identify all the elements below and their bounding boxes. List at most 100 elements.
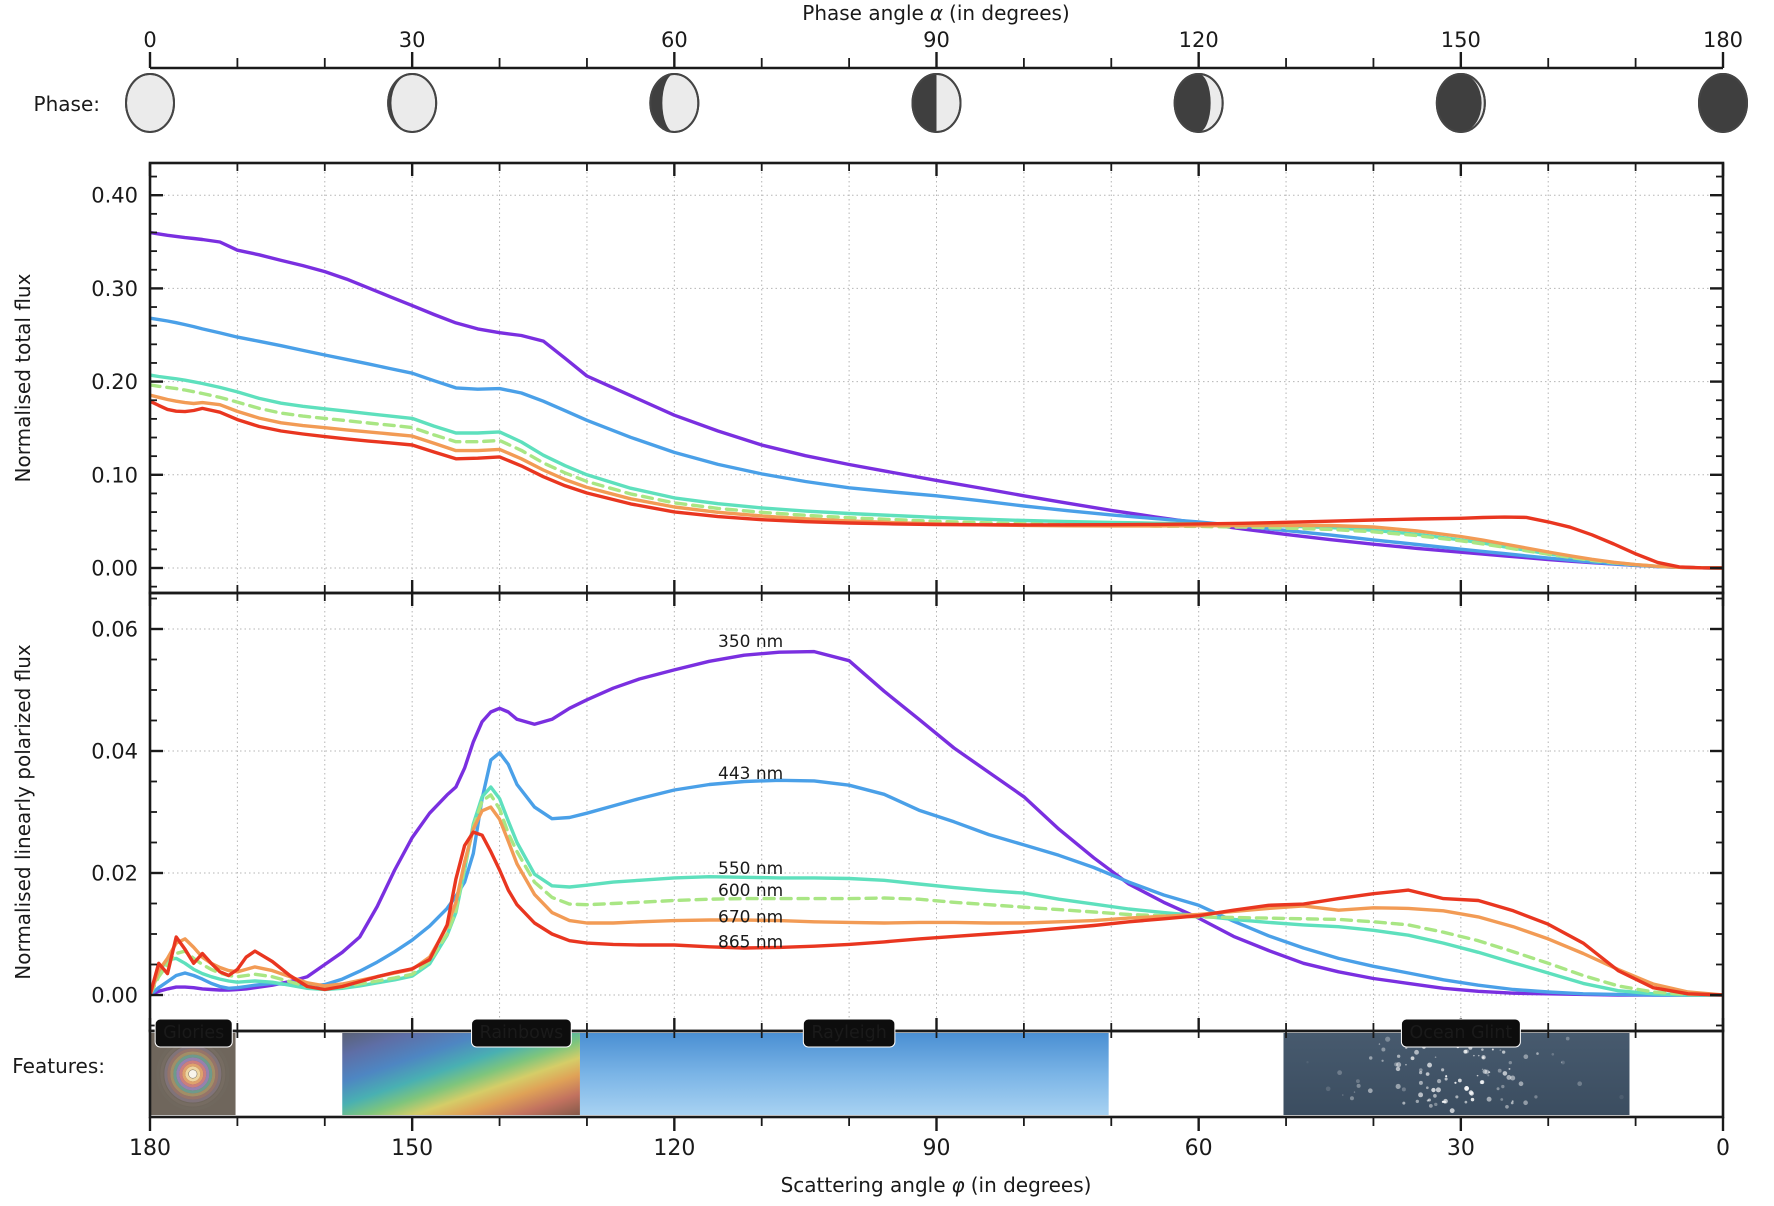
glint-dot xyxy=(1445,1075,1448,1078)
glint-dot xyxy=(1433,1094,1437,1098)
phase-icon-dark xyxy=(1436,74,1482,132)
glint-dot xyxy=(1419,1071,1423,1075)
phase-tick-label-150: 150 xyxy=(1441,28,1481,52)
features-row-label: Features: xyxy=(12,1054,105,1078)
feature-label-box xyxy=(471,1018,572,1048)
glint-dot xyxy=(1418,1080,1423,1085)
glint-dot xyxy=(1464,1049,1469,1054)
glint-dot xyxy=(1441,1068,1445,1072)
glint-dot xyxy=(1536,1052,1539,1055)
curve-pol-865nm xyxy=(150,830,1723,997)
generated-labels-layer: 0 30 60 90 120 150 180 180 150 120 90 60 30 0 0.00 0.10… xyxy=(91,28,1743,1161)
glory-ring-5 xyxy=(170,1051,216,1097)
phase-tick-label-120: 120 xyxy=(1179,28,1219,52)
glint-dot xyxy=(1565,1036,1570,1041)
glint-dot xyxy=(1427,1098,1431,1102)
glint-dot xyxy=(1419,1068,1423,1072)
glory-ring-0 xyxy=(185,1066,201,1082)
glint-dot xyxy=(1449,1108,1455,1114)
glint-dot xyxy=(1455,1095,1459,1099)
phase-tick-label-30: 30 xyxy=(399,28,426,52)
glint-dot xyxy=(1577,1081,1583,1087)
feature-label-glory: Glories xyxy=(154,1018,233,1048)
glint-dot xyxy=(1478,1054,1480,1057)
glint-dot xyxy=(1425,1072,1430,1076)
phase-row-label: Phase: xyxy=(34,92,100,116)
glory-ring-3 xyxy=(176,1057,210,1091)
phase-icon-dark xyxy=(388,74,413,132)
glint-dot xyxy=(1337,1070,1343,1076)
glint-dot xyxy=(1353,1091,1356,1093)
glint-dot xyxy=(1510,1075,1516,1081)
glint-dot xyxy=(1534,1095,1538,1099)
ytick-label-bottom-2: 0.04 xyxy=(91,740,138,764)
curve-total-443nm xyxy=(150,316,1723,570)
phase-icon-dark xyxy=(1174,74,1211,132)
glint-dot xyxy=(1518,1081,1524,1087)
curve-label-350nm: 350 nm xyxy=(718,632,783,652)
glint-dot xyxy=(1457,1078,1462,1083)
curve-total-350nm xyxy=(150,230,1723,570)
curve-label-865nm: 865 nm xyxy=(718,932,783,952)
scatter-tick-label-120: 120 xyxy=(653,1136,695,1161)
phase-icon-120 xyxy=(1173,73,1224,133)
curve-pol-550nm xyxy=(150,785,1723,997)
glint-dot xyxy=(1482,1069,1488,1074)
glint-dot xyxy=(1385,1036,1391,1042)
glint-dot xyxy=(1454,1081,1457,1084)
glint-dot xyxy=(1500,1098,1504,1101)
glint-dot xyxy=(1481,1068,1484,1071)
glint-dot xyxy=(1473,1054,1475,1057)
curve-total-865nm xyxy=(150,399,1723,570)
polarized-flux-curves xyxy=(150,649,1723,997)
glint-dot xyxy=(1551,1052,1555,1056)
curves-layer xyxy=(150,230,1723,997)
curve-label-550nm: 550 nm xyxy=(718,859,783,879)
glint-dot xyxy=(1355,1079,1360,1084)
glint-dot xyxy=(1367,1088,1373,1094)
ytick-label-top-3: 0.30 xyxy=(91,277,138,301)
glint-dot xyxy=(1523,1100,1528,1106)
curve-label-443nm: 443 nm xyxy=(718,764,783,784)
glint-dot xyxy=(1414,1049,1419,1055)
feature-label-box xyxy=(802,1018,896,1048)
phase-icon-180 xyxy=(1698,73,1748,133)
phase-icon-30 xyxy=(387,73,438,133)
curve-label-670nm: 670 nm xyxy=(718,907,783,927)
feature-label-rainbow: Rainbows xyxy=(471,1018,572,1048)
glint-dot xyxy=(1488,1071,1491,1074)
glint-dot xyxy=(1619,1094,1624,1100)
ytick-label-top-0: 0.00 xyxy=(91,557,138,581)
phase-tick-label-90: 90 xyxy=(923,28,950,52)
glory-ring-2 xyxy=(179,1060,207,1088)
phase-icon-outline xyxy=(911,73,962,133)
glint-dot xyxy=(1395,1066,1401,1072)
phase-icon-outline xyxy=(125,73,175,133)
glint-dot xyxy=(1435,1087,1441,1093)
glint-dot xyxy=(1306,1061,1309,1064)
phase-icon-outline xyxy=(1435,73,1486,133)
glint-dot xyxy=(1405,1063,1407,1066)
glint-dot xyxy=(1463,1049,1468,1054)
phase-icon-outline xyxy=(387,73,438,133)
glint-dot xyxy=(1431,1087,1436,1093)
glint-dot xyxy=(1342,1094,1344,1096)
glory-ring-1 xyxy=(182,1063,204,1085)
bottom-plot-frame xyxy=(148,591,1725,1033)
scatter-tick-label-60: 60 xyxy=(1185,1136,1213,1161)
glint-dot xyxy=(1381,1059,1384,1062)
glint-dot xyxy=(1437,1079,1442,1084)
glint-dot xyxy=(1428,1104,1433,1108)
ytick-label-bottom-0: 0.00 xyxy=(91,984,138,1008)
glint-dot xyxy=(1486,1096,1492,1102)
glint-dot xyxy=(1427,1062,1432,1068)
axes-layer xyxy=(148,52,1725,1131)
feature-label-box xyxy=(154,1018,233,1048)
glint-dot xyxy=(1378,1043,1381,1045)
glint-dot xyxy=(1499,1049,1502,1051)
glory-ring-4 xyxy=(173,1054,213,1094)
phase-tick-label-0: 0 xyxy=(143,28,156,52)
glint-dot xyxy=(1325,1086,1331,1092)
glint-dot xyxy=(1491,1048,1494,1051)
glint-dot xyxy=(1560,1061,1563,1064)
